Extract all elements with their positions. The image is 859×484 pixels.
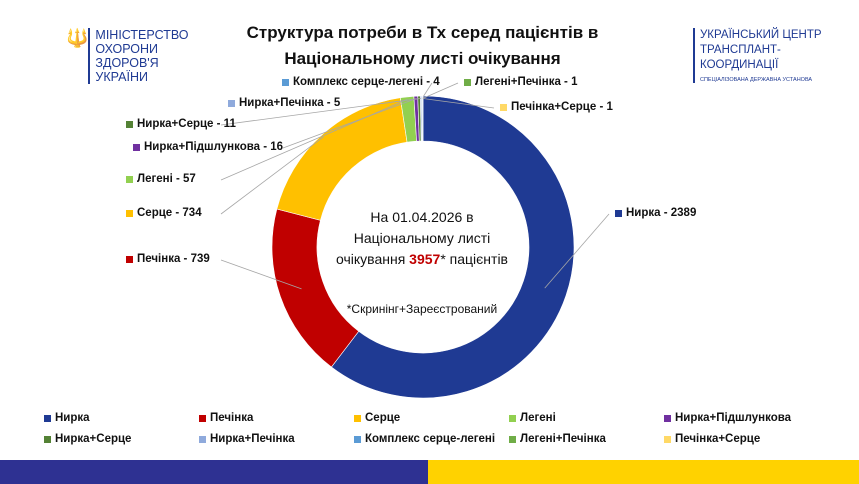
- leader-line-6: [377, 98, 422, 105]
- legend-swatch: [664, 435, 671, 443]
- legend-item: Комплекс серце-легені: [354, 433, 509, 445]
- label-swatch: [464, 78, 471, 86]
- leader-line-4: [282, 98, 417, 149]
- center-text: На 01.04.2026 в Національному листі очік…: [322, 207, 522, 270]
- utc-line-2: ТРАНСПЛАНТ-: [700, 44, 781, 56]
- legend-swatch: [44, 435, 51, 443]
- data-label-text: Серце - 734: [137, 207, 202, 219]
- data-label-text: Нирка+Серце - 11: [137, 118, 236, 130]
- data-label: Печінка - 739: [126, 253, 210, 265]
- center-line-3: очікування 3957* пацієнтів: [322, 249, 522, 270]
- legend-item: Нирка+Серце: [44, 433, 199, 445]
- legend-label: Нирка+Підшлункова: [675, 412, 792, 424]
- data-label: Нирка+Печінка - 5: [228, 97, 340, 109]
- footnote: *Скринінг+Зареєстрований: [346, 302, 498, 316]
- data-label: Легені - 57: [126, 173, 196, 185]
- legend-item: Легені: [509, 412, 664, 424]
- label-swatch: [500, 103, 507, 111]
- center-line-2: Національному листі: [353, 230, 491, 246]
- legend-item: Нирка+Печінка: [199, 433, 354, 445]
- label-swatch: [126, 209, 133, 217]
- leader-line-7: [421, 82, 433, 99]
- legend-label: Печінка: [210, 412, 254, 424]
- data-label: Нирка+Підшлункова - 16: [133, 141, 283, 153]
- legend-swatch: [354, 414, 361, 422]
- utc-logo: УКРАЇНСЬКИЙ ЦЕНТР ТРАНСПЛАНТ- КООРДИНАЦІ…: [693, 28, 822, 83]
- footer-bar-yellow: [428, 460, 859, 484]
- total-count: 3957: [409, 251, 441, 267]
- data-label: Нирка - 2389: [615, 207, 696, 219]
- legend-swatch: [44, 414, 51, 422]
- legend-swatch: [509, 435, 516, 443]
- data-label-text: Комплекс серце-легені - 4: [293, 76, 440, 88]
- leader-line-8: [422, 82, 459, 99]
- data-label: Серце - 734: [126, 207, 202, 219]
- data-label: Печінка+Серце - 1: [500, 101, 613, 113]
- legend-label: Легені: [520, 412, 556, 424]
- utc-line-1: УКРАЇНСЬКИЙ ЦЕНТР: [700, 29, 822, 41]
- data-label-text: Печінка - 739: [137, 253, 210, 265]
- label-swatch: [126, 255, 133, 263]
- legend-label: Комплекс серце-легені: [365, 433, 496, 445]
- legend-label: Легені+Печінка: [520, 433, 606, 445]
- leader-line-9: [422, 98, 495, 109]
- legend-item: Нирка: [44, 412, 199, 424]
- center-line-1: На 01.04.2026 в: [370, 209, 474, 225]
- chart-title: Структура потреби в Тх серед пацієнтів в…: [246, 23, 599, 68]
- legend-label: Печінка+Серце: [675, 433, 761, 445]
- legend-item: Легені+Печінка: [509, 433, 664, 445]
- legend-swatch: [199, 414, 206, 422]
- leader-line-1: [220, 259, 302, 290]
- legend-item: Печінка: [199, 412, 354, 424]
- data-label: Легені+Печінка - 1: [464, 76, 577, 88]
- center-pre: очікування: [336, 251, 410, 267]
- label-swatch: [126, 120, 133, 128]
- legend-swatch: [354, 435, 361, 443]
- legend-swatch: [199, 435, 206, 443]
- data-label-text: Легені+Печінка - 1: [475, 76, 578, 88]
- trident-icon: 🔱: [66, 28, 89, 48]
- label-swatch: [133, 143, 140, 151]
- data-label: Комплекс серце-легені - 4: [282, 76, 440, 88]
- data-label-text: Нирка+Печінка - 5: [239, 97, 341, 109]
- moh-logo: 🔱 МІНІСТЕРСТВО ОХОРОНИ ЗДОРОВ'Я УКРАЇНИ: [66, 28, 188, 84]
- leader-line-2: [220, 136, 324, 215]
- leader-line-0: [544, 213, 610, 289]
- legend-item: Печінка+Серце: [664, 433, 819, 445]
- moh-logo-text: МІНІСТЕРСТВО ОХОРОНИ ЗДОРОВ'Я УКРАЇНИ: [88, 28, 188, 84]
- label-swatch: [126, 175, 133, 183]
- label-swatch: [228, 99, 235, 107]
- data-label-text: Нирка+Підшлункова - 16: [144, 141, 284, 153]
- legend-label: Нирка+Серце: [55, 433, 132, 445]
- data-label-text: Нирка - 2389: [626, 207, 697, 219]
- label-swatch: [282, 78, 289, 86]
- legend: Нирка Печінка Серце Легені Нирка+Підшлункова…: [44, 412, 844, 445]
- legend-label: Нирка: [55, 412, 90, 424]
- legend-label: Серце: [365, 412, 401, 424]
- legend-label: Нирка+Печінка: [210, 433, 295, 445]
- legend-item: Нирка+Підшлункова: [664, 412, 819, 424]
- legend-swatch: [664, 414, 671, 422]
- data-label-text: Печінка+Серце - 1: [511, 101, 613, 113]
- footer-bar-blue: [0, 460, 428, 484]
- legend-item: Серце: [354, 412, 509, 424]
- center-post: * пацієнтів: [440, 251, 508, 267]
- slice-0: [330, 95, 575, 399]
- data-label-text: Легені - 57: [137, 173, 196, 185]
- utc-line-3: КООРДИНАЦІЇ: [700, 59, 779, 71]
- slice-2: [276, 97, 408, 221]
- legend-swatch: [509, 414, 516, 422]
- leader-line-3: [220, 98, 408, 181]
- label-swatch: [615, 209, 622, 217]
- utc-subtitle: СПЕЦІАЛІЗОВАНА ДЕРЖАВНА УСТАНОВА: [700, 77, 813, 83]
- data-label: Нирка+Серце - 11: [126, 118, 236, 130]
